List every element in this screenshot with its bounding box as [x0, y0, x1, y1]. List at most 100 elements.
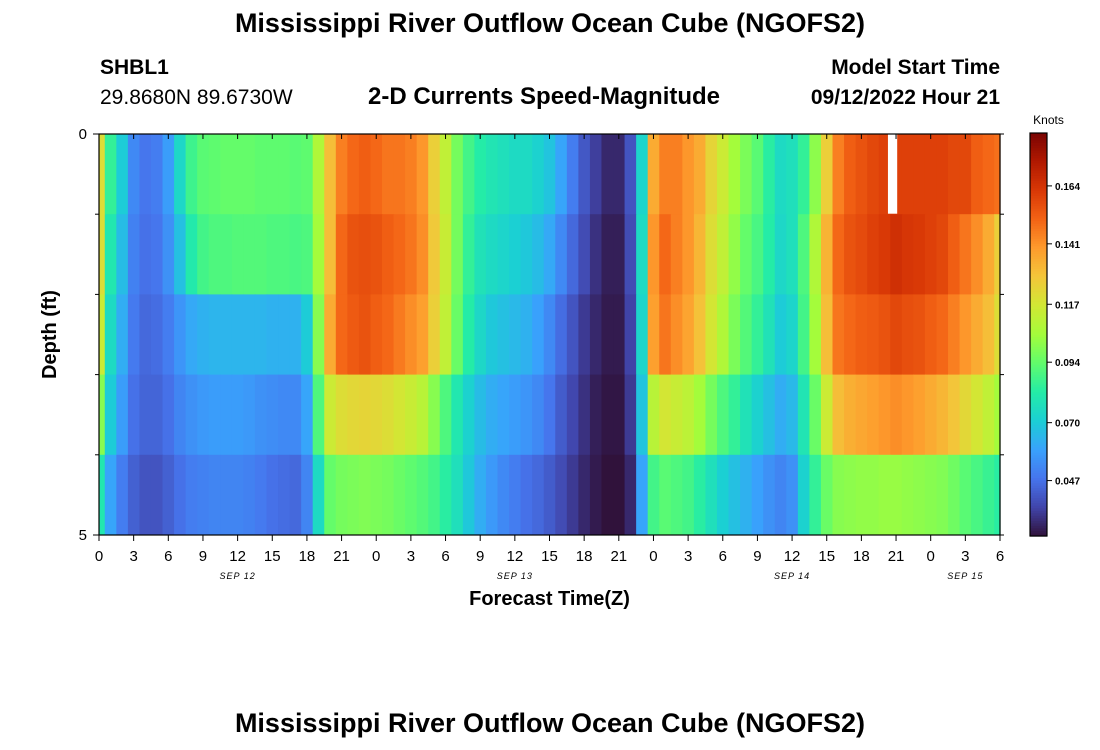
- heatmap-cell: [647, 374, 660, 456]
- heatmap-cell: [543, 454, 556, 536]
- colorbar-segment: [1030, 485, 1047, 489]
- heatmap-cell: [439, 214, 452, 295]
- heatmap-cell: [624, 214, 637, 295]
- x-tick-label: 3: [407, 548, 415, 565]
- heatmap-cell: [416, 374, 429, 456]
- colorbar-segment: [1030, 377, 1047, 381]
- heatmap-cell: [335, 214, 348, 295]
- heatmap-cell: [589, 134, 603, 215]
- heatmap-cell: [982, 294, 995, 375]
- heatmap-cell: [844, 134, 857, 215]
- heatmap-cell: [301, 294, 314, 375]
- colorbar-segment: [1030, 271, 1047, 275]
- station-id: SHBL1: [100, 56, 169, 79]
- heatmap-cell: [578, 374, 591, 456]
- heatmap-cell: [613, 134, 626, 215]
- heatmap-cell: [266, 134, 279, 215]
- colorbar-segment: [1030, 241, 1047, 245]
- heatmap-cell: [462, 374, 476, 456]
- heatmap-cell: [116, 134, 129, 215]
- heatmap-cell: [936, 214, 949, 295]
- heatmap-cell: [370, 134, 383, 215]
- colorbar-segment: [1030, 495, 1047, 499]
- heatmap-cell: [254, 134, 268, 215]
- colorbar-segment: [1030, 218, 1047, 222]
- heatmap-cell: [278, 374, 291, 456]
- colorbar-segment: [1030, 296, 1047, 300]
- heatmap-cell: [405, 374, 418, 456]
- heatmap-cell: [890, 454, 903, 536]
- heatmap-cell: [693, 374, 707, 456]
- heatmap-cell: [913, 374, 926, 456]
- colorbar-frame: [1029, 132, 1048, 537]
- heatmap-cell: [693, 214, 707, 295]
- heatmap-cell: [589, 454, 603, 536]
- heatmap-cell: [150, 374, 164, 456]
- heatmap-cell: [936, 294, 949, 375]
- heatmap-cell: [162, 134, 175, 215]
- colorbar-segment: [1030, 281, 1047, 285]
- colorbar-segment: [1030, 198, 1047, 202]
- heatmap-cell: [682, 294, 695, 375]
- heatmap-cell: [301, 454, 314, 536]
- heatmap-cell: [231, 134, 244, 215]
- colorbar-segment: [1030, 221, 1047, 225]
- x-tick-label: 0: [372, 548, 380, 565]
- x-tick-label: 21: [333, 548, 350, 565]
- heatmap-cell: [878, 454, 891, 536]
- heatmap-cell: [867, 214, 880, 295]
- heatmap-cell: [220, 134, 233, 215]
- colorbar-segment: [1030, 246, 1047, 250]
- heatmap-cell: [682, 454, 695, 536]
- heatmap-cell: [474, 454, 487, 536]
- heatmap-cell: [971, 294, 984, 375]
- heatmap-cell: [382, 214, 395, 295]
- heatmap-cell: [370, 214, 383, 295]
- colorbar-segment: [1030, 319, 1047, 323]
- heatmap-cell: [878, 374, 891, 456]
- colorbar-segment: [1030, 447, 1047, 451]
- heatmap-cell: [890, 294, 903, 375]
- colorbar-label: Knots: [1033, 113, 1064, 127]
- heatmap-cell: [924, 454, 938, 536]
- heatmap-cell: [797, 134, 810, 215]
- heatmap-cell: [555, 454, 568, 536]
- colorbar-segment: [1030, 148, 1047, 152]
- heatmap-cell: [994, 214, 1001, 295]
- heatmap-cell: [162, 294, 175, 375]
- heatmap-cell: [566, 374, 579, 456]
- colorbar-segment: [1030, 394, 1047, 399]
- heatmap-cell: [393, 294, 406, 375]
- colorbar-segment: [1030, 231, 1047, 235]
- heatmap-cell: [197, 454, 210, 536]
- colorbar-segment: [1030, 185, 1047, 190]
- colorbar-segment: [1030, 138, 1047, 142]
- heatmap-cell: [301, 134, 314, 215]
- heatmap-cell: [289, 134, 302, 215]
- heatmap-cell: [543, 214, 556, 295]
- heatmap-cell: [555, 374, 568, 456]
- colorbar-segment: [1030, 417, 1047, 421]
- colorbar-segment: [1030, 168, 1047, 172]
- colorbar-segment: [1030, 533, 1047, 537]
- heatmap-cell: [543, 294, 556, 375]
- colorbar-segment: [1030, 513, 1047, 517]
- heatmap-cell: [289, 454, 302, 536]
- colorbar-segment: [1030, 211, 1047, 215]
- colorbar-segment: [1030, 392, 1047, 396]
- colorbar-segment: [1030, 457, 1047, 462]
- heatmap-cell: [705, 294, 718, 375]
- heatmap-cell: [99, 454, 106, 536]
- heatmap-cell: [127, 134, 141, 215]
- colorbar-segment: [1030, 284, 1047, 288]
- heatmap-cell: [751, 134, 764, 215]
- colorbar-segment: [1030, 452, 1047, 456]
- heatmap-cell: [670, 374, 683, 456]
- heatmap-cell: [405, 214, 418, 295]
- heatmap-cell: [797, 294, 810, 375]
- heatmap-cell: [104, 134, 117, 215]
- heatmap-cell: [982, 374, 995, 456]
- heatmap-cell: [532, 294, 545, 375]
- colorbar-segment: [1030, 248, 1047, 252]
- heatmap-cell: [439, 294, 452, 375]
